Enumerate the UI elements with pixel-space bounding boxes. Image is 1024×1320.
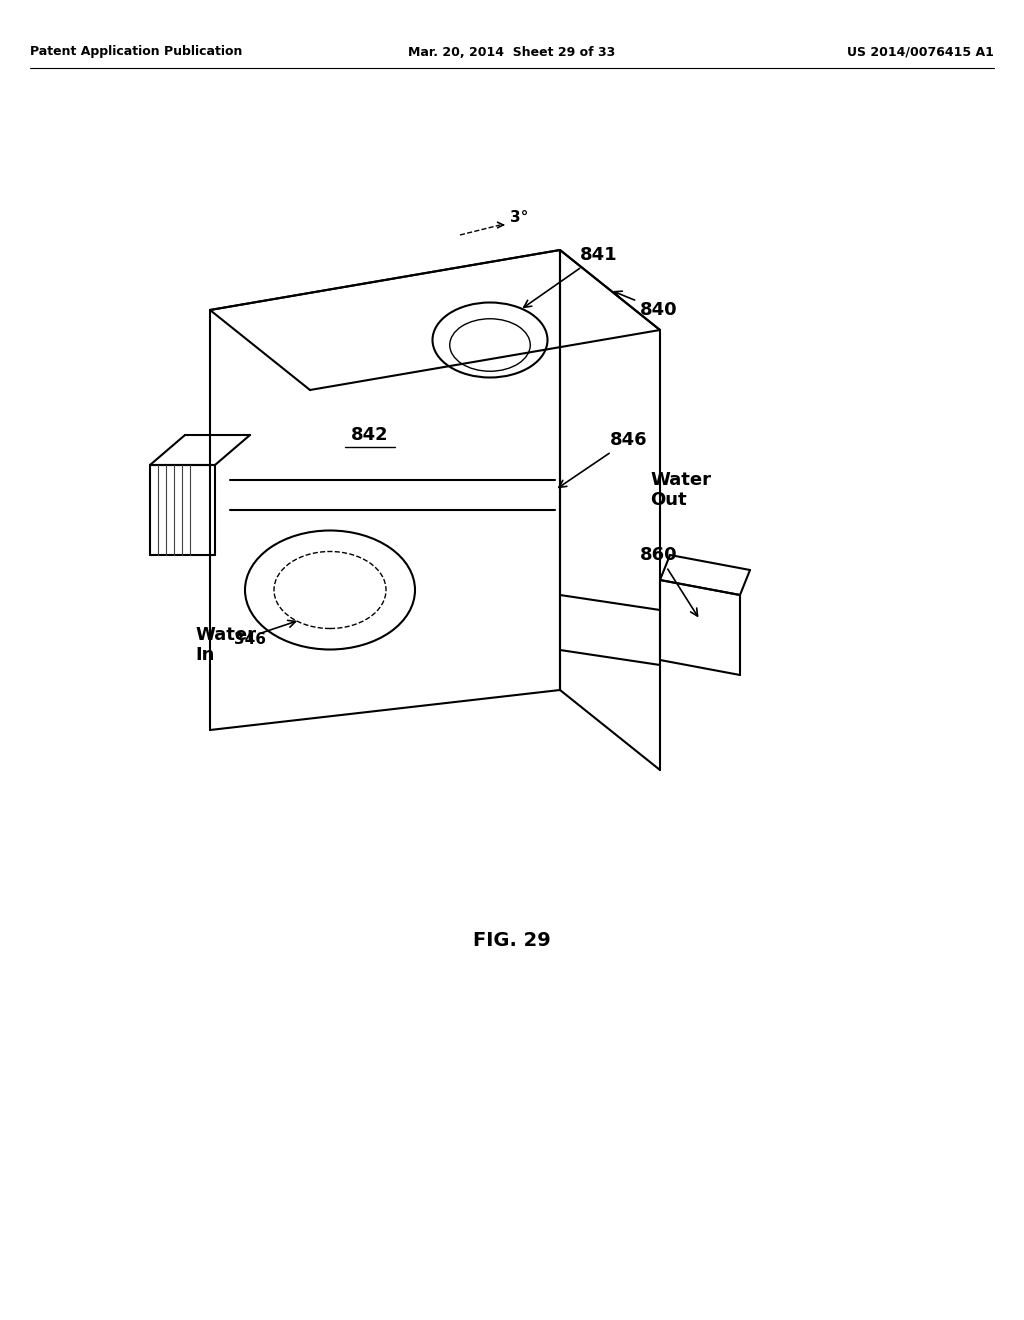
Text: 346: 346	[234, 632, 266, 648]
Text: 860: 860	[640, 546, 697, 616]
Text: FIG. 29: FIG. 29	[473, 931, 551, 949]
Text: 3°: 3°	[510, 210, 528, 226]
Text: 840: 840	[614, 292, 678, 319]
Text: 841: 841	[524, 246, 617, 308]
Text: 842: 842	[351, 426, 389, 444]
Text: Mar. 20, 2014  Sheet 29 of 33: Mar. 20, 2014 Sheet 29 of 33	[409, 45, 615, 58]
Text: US 2014/0076415 A1: US 2014/0076415 A1	[847, 45, 994, 58]
Text: 846: 846	[559, 432, 647, 487]
Text: Water
Out: Water Out	[650, 471, 711, 510]
Text: Patent Application Publication: Patent Application Publication	[30, 45, 243, 58]
Text: Water
In: Water In	[195, 620, 296, 664]
